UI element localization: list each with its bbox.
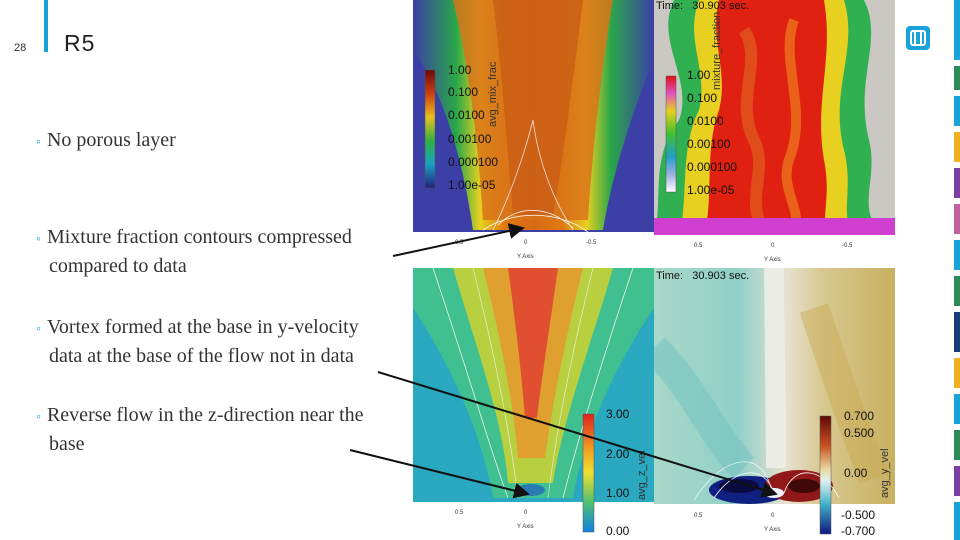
rail-segment bbox=[954, 502, 960, 540]
rail-segment bbox=[954, 394, 960, 424]
rail-segment bbox=[954, 358, 960, 388]
colorbar-label: 0.0100 bbox=[448, 108, 485, 122]
arrow-contours bbox=[392, 223, 525, 257]
colorbar-label: 1.00 bbox=[448, 63, 472, 77]
rail-segment bbox=[954, 466, 960, 496]
colorbar-label: 0.100 bbox=[687, 91, 718, 105]
logo-glyph bbox=[910, 30, 926, 46]
bullet-2-text-line1: Mixture fraction contours compressed bbox=[46, 226, 352, 248]
rail-segment bbox=[954, 96, 960, 126]
axis-title: Y Axis bbox=[764, 257, 781, 263]
sandia-logo-icon bbox=[906, 26, 930, 50]
colorbar-title: avg_mix_frac bbox=[487, 61, 499, 127]
axis-tick: 0 bbox=[524, 510, 528, 516]
colorbar-label: 2.00 bbox=[606, 447, 630, 461]
axis-tick: -0.5 bbox=[842, 243, 853, 249]
colorbar-title: avg_z_vel bbox=[636, 450, 648, 500]
rail-segment bbox=[954, 168, 960, 198]
colorbar-label: 1.00 bbox=[687, 68, 711, 82]
axis-title: Y Axis bbox=[517, 524, 534, 530]
bullet-4-text-line1: Reverse flow in the z-direction near the bbox=[46, 404, 364, 426]
bullet-3-text-line1: Vortex formed at the base in y-velocity bbox=[46, 316, 359, 338]
bullet-2: ◦ Mixture fraction contours compressed co… bbox=[36, 224, 352, 279]
colorbar-label: 0.100 bbox=[448, 85, 479, 99]
bullet-1: ◦ No porous layer bbox=[36, 127, 176, 156]
avg-y-vel-plot: avg_y_vel bbox=[654, 268, 895, 540]
mixture-fraction-plot: mixture_fraction bbox=[654, 0, 895, 268]
colorbar-label: 0.00 bbox=[606, 524, 630, 538]
bullet-dot-icon: ◦ bbox=[36, 232, 41, 247]
rail-segment bbox=[954, 204, 960, 234]
panel-avg-y-vel: avg_y_vel Time: 30.903 sec. 0.700 0.500 … bbox=[654, 268, 895, 540]
bullet-4: ◦ Reverse flow in the z-direction near th… bbox=[36, 402, 364, 457]
axis-tick: 0 bbox=[771, 513, 775, 519]
axis-tick: 0.5 bbox=[694, 243, 703, 249]
axis-tick: 0.5 bbox=[694, 513, 703, 519]
bullet-dot-icon: ◦ bbox=[36, 322, 41, 337]
colorbar-label: 0.00100 bbox=[687, 137, 731, 151]
arrow-reverse-flow bbox=[349, 449, 530, 499]
axis-tick: -0.5 bbox=[586, 240, 597, 246]
arrow-vortex bbox=[377, 371, 778, 498]
panel-mixture-fraction: mixture_fraction Time: 30.903 sec. 1.00 … bbox=[654, 0, 895, 268]
colorbar-label: 1.00e-05 bbox=[448, 178, 496, 192]
colorbar-label: -0.500 bbox=[841, 508, 876, 522]
bullet-dot-icon: ◦ bbox=[36, 135, 41, 150]
time-readout: Time: 30.903 sec. bbox=[656, 0, 750, 12]
time-readout: Time: 30.903 sec. bbox=[656, 270, 750, 282]
bullet-3: ◦ Vortex formed at the base in y-velocity… bbox=[36, 314, 359, 369]
colorbar-label: 0.0100 bbox=[687, 114, 724, 128]
panel-avg-z-vel: avg_z_vel 3.00 2.00 1.00 0.00 0.5 0 Y Ax… bbox=[413, 268, 654, 540]
rail-segment bbox=[954, 0, 960, 60]
colorbar-title: avg_y_vel bbox=[879, 448, 891, 498]
colorbar-label: 0.000100 bbox=[448, 155, 499, 169]
bullet-2-text-line2: compared to data bbox=[49, 255, 187, 277]
rail-segment bbox=[954, 430, 960, 460]
colorbar-label: 0.00 bbox=[844, 466, 868, 480]
colorbar-label: 3.00 bbox=[606, 407, 630, 421]
colorbar-label: 0.000100 bbox=[687, 160, 738, 174]
colorbar-label: 1.00 bbox=[606, 486, 630, 500]
rail-segment bbox=[954, 276, 960, 306]
bullet-3-text-line2: data at the base of the flow not in data bbox=[49, 345, 354, 367]
rail-segment bbox=[954, 240, 960, 270]
axis-title: Y Axis bbox=[517, 254, 534, 260]
bullet-dot-icon: ◦ bbox=[36, 410, 41, 425]
axis-tick: 0.5 bbox=[455, 240, 464, 246]
slide-number: 28 bbox=[14, 42, 27, 54]
axis-tick: 0 bbox=[524, 240, 528, 246]
bullet-1-text: No porous layer bbox=[46, 129, 176, 151]
axis-tick: 0.5 bbox=[455, 510, 464, 516]
avg-z-vel-plot: avg_z_vel bbox=[413, 268, 654, 540]
colorbar-title: mixture_fraction bbox=[711, 12, 723, 90]
axis-title: Y Axis bbox=[764, 527, 781, 533]
title-accent-bar bbox=[44, 0, 48, 52]
colorbar-label: 0.700 bbox=[844, 409, 875, 423]
rail-segment bbox=[954, 312, 960, 352]
colorbar-label: 1.00e-05 bbox=[687, 183, 735, 197]
rail-segment bbox=[954, 132, 960, 162]
colorbar-label: 0.00100 bbox=[448, 132, 492, 146]
colorbar-label: -0.700 bbox=[841, 524, 876, 538]
avg-mix-frac-plot: avg_mix_frac bbox=[413, 0, 654, 268]
colorbar-label: 0.500 bbox=[844, 426, 875, 440]
panel-avg-mix-frac: avg_mix_frac 1.00 0.100 0.0100 0.00100 0… bbox=[413, 0, 654, 268]
bullet-4-text-line2: base bbox=[49, 433, 85, 455]
slide-title: R5 bbox=[64, 30, 96, 56]
axis-tick: 0 bbox=[771, 243, 775, 249]
rail-segment bbox=[954, 66, 960, 90]
